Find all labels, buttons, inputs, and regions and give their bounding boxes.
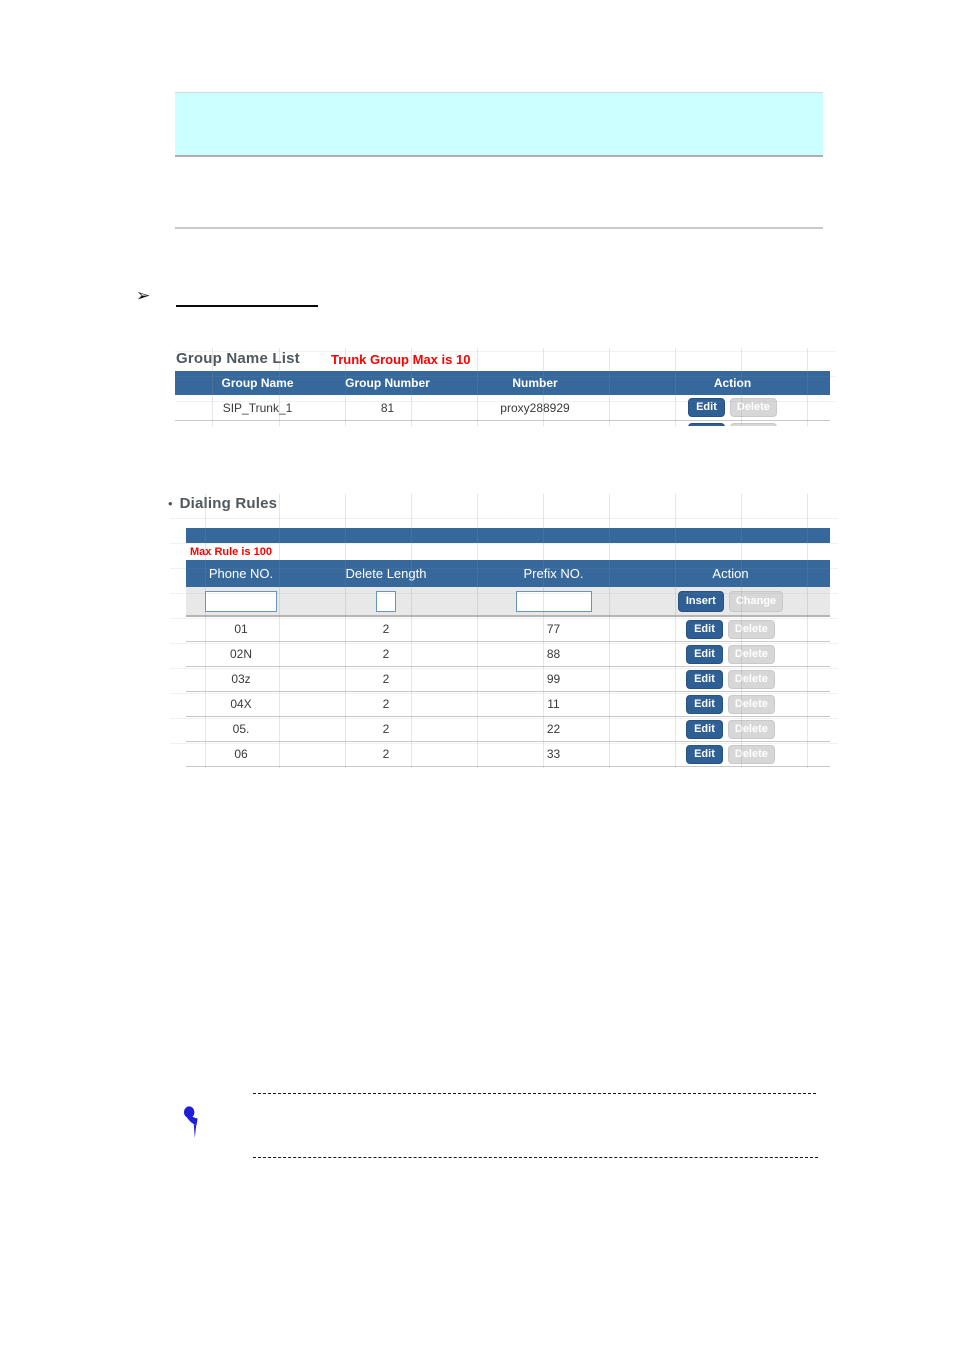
- edit-button[interactable]: Edit: [686, 619, 723, 639]
- column-header-prefix-no: Prefix NO.: [523, 566, 584, 581]
- dialing-rules-heading: • Dialing Rules: [168, 495, 277, 512]
- delete-button[interactable]: Delete: [729, 398, 777, 417]
- delete-length-cell: 2: [382, 747, 390, 761]
- delete-length-cell: 2: [382, 672, 390, 686]
- dialing-table-top-bar: [186, 528, 830, 543]
- dialing-table-header-row: Phone NO. Delete Length Prefix NO. Actio…: [186, 560, 830, 587]
- phone-no-cell: 01: [234, 622, 248, 636]
- delete-length-cell: 2: [382, 697, 390, 711]
- phone-no-cell: 05.: [232, 722, 250, 736]
- dialing-rule-row: 03z 2 99 Edit Delete: [186, 667, 830, 692]
- group-name-list-table: Group Name Group Number Number Action SI…: [175, 371, 830, 426]
- dialing-rule-row: 06 2 33 Edit Delete: [186, 742, 830, 767]
- dialing-rules-table: Phone NO. Delete Length Prefix NO. Actio…: [186, 560, 830, 767]
- delete-button[interactable]: Delete: [727, 644, 775, 664]
- dialing-rules-title: Dialing Rules: [179, 495, 278, 512]
- max-rule-note: Max Rule is 100: [190, 545, 272, 558]
- arrow-bullet-icon: ➢: [136, 286, 151, 305]
- column-header-number: Number: [512, 376, 558, 390]
- column-header-action: Action: [712, 566, 749, 581]
- group-table-header-row: Group Name Group Number Number Action: [175, 371, 830, 395]
- delete-length-input[interactable]: [376, 590, 396, 612]
- group-name-cell: SIP_Trunk_1: [222, 400, 293, 415]
- max-rule-row: Max Rule is 100: [186, 543, 830, 560]
- phone-no-cell: 06: [234, 747, 248, 761]
- delete-button[interactable]: Delete: [727, 744, 775, 764]
- action-cell: Edit Delete: [631, 719, 830, 739]
- edit-button[interactable]: Edit: [686, 669, 723, 689]
- delete-button[interactable]: Delete: [727, 669, 775, 689]
- dialing-rule-row: 02N 2 88 Edit Delete: [186, 642, 830, 667]
- prefix-no-cell: 33: [546, 747, 561, 761]
- prefix-no-input[interactable]: [515, 590, 592, 612]
- underlined-blank-heading: [176, 289, 318, 307]
- column-header-phone-no: Phone NO.: [208, 566, 274, 581]
- action-cell: Edit Delete: [631, 619, 830, 639]
- column-header-action: Action: [713, 376, 752, 390]
- pushpin-icon: [184, 1106, 198, 1138]
- action-cell: Edit Delete: [631, 669, 830, 689]
- section-divider: [175, 227, 823, 229]
- delete-length-cell: 2: [382, 647, 390, 661]
- dialing-rule-row: 04X 2 11 Edit Delete: [186, 692, 830, 717]
- column-header-group-name: Group Name: [221, 376, 294, 390]
- trunk-group-max-note: Trunk Group Max is 10: [331, 352, 471, 367]
- delete-button[interactable]: Delete: [727, 719, 775, 739]
- dialing-rule-row: 01 2 77 Edit Delete: [186, 617, 830, 642]
- table-row: SIP_Trunk_1 81 proxy288929 Edit Delete: [175, 395, 830, 421]
- note-dashed-line-bottom: [253, 1157, 818, 1158]
- highlight-box: [175, 92, 823, 157]
- phone-no-cell: 03z: [231, 672, 251, 686]
- column-header-group-number: Group Number: [345, 376, 430, 390]
- dialing-rule-row: 05. 2 22 Edit Delete: [186, 717, 830, 742]
- number-cell: proxy288929: [500, 400, 570, 415]
- dot-bullet-icon: •: [168, 496, 173, 511]
- phone-no-input[interactable]: [205, 590, 277, 612]
- edit-button[interactable]: Edit: [686, 719, 723, 739]
- insert-rule-row: Insert Change: [186, 587, 830, 617]
- phone-no-cell: 04X: [230, 697, 252, 711]
- insert-button[interactable]: Insert: [677, 590, 724, 612]
- action-cell: Edit Delete: [631, 644, 830, 664]
- prefix-no-cell: 11: [547, 697, 560, 711]
- delete-button[interactable]: Delete: [727, 619, 775, 639]
- prefix-no-cell: 22: [546, 722, 561, 736]
- group-name-list-title: Group Name List: [176, 350, 300, 367]
- delete-length-cell: 2: [382, 622, 390, 636]
- edit-button[interactable]: Edit: [688, 398, 725, 417]
- delete-button[interactable]: Delete: [729, 423, 777, 426]
- prefix-no-cell: 99: [546, 672, 561, 686]
- prefix-no-cell: 88: [546, 647, 561, 661]
- note-dashed-line-top: [253, 1093, 816, 1094]
- edit-button[interactable]: Edit: [686, 644, 723, 664]
- column-header-delete-length: Delete Length: [345, 566, 427, 581]
- delete-button[interactable]: Delete: [727, 694, 775, 714]
- clipped-table-row: Edit Delete: [175, 421, 830, 426]
- delete-length-cell: 2: [382, 722, 390, 736]
- prefix-no-cell: 77: [546, 622, 561, 636]
- edit-button[interactable]: Edit: [688, 423, 725, 426]
- edit-button[interactable]: Edit: [686, 744, 723, 764]
- action-cell: Edit Delete: [631, 744, 830, 764]
- action-cell: Edit Delete: [635, 398, 830, 417]
- change-button[interactable]: Change: [728, 590, 784, 612]
- phone-no-cell: 02N: [229, 647, 252, 661]
- group-number-cell: 81: [380, 400, 395, 415]
- edit-button[interactable]: Edit: [686, 694, 723, 714]
- action-cell: Edit Delete: [631, 694, 830, 714]
